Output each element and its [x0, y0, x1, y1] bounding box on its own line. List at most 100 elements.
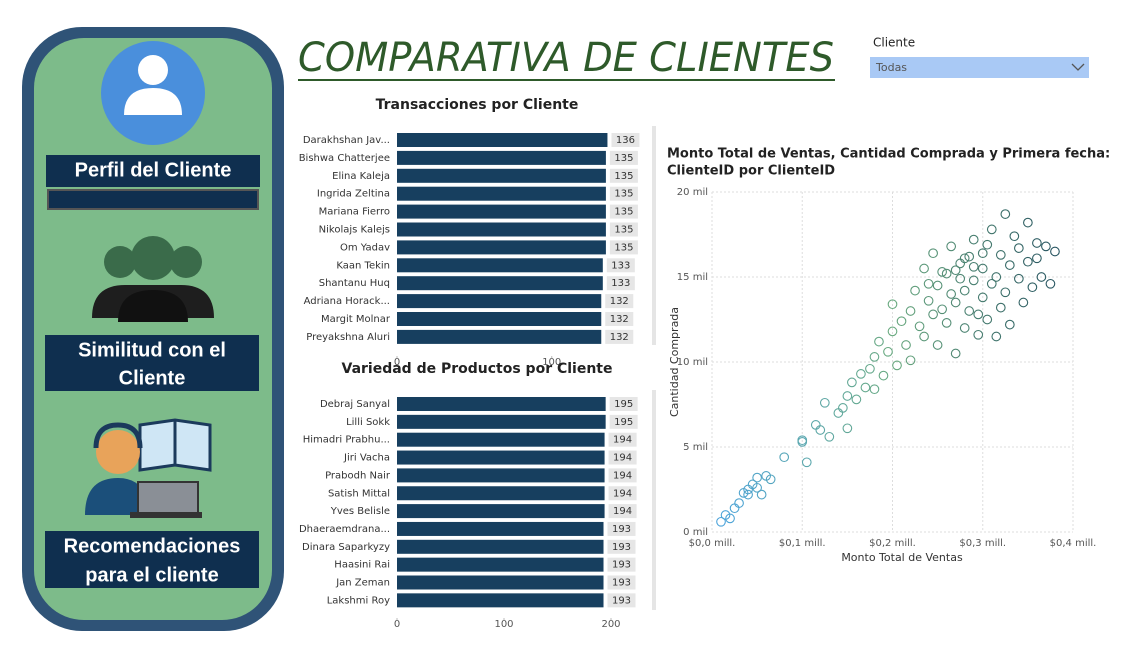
scatter-point [1023, 256, 1033, 267]
data-label: 132 [610, 314, 629, 325]
scatter-point [928, 309, 938, 320]
scatter-point [928, 248, 938, 259]
bar [397, 186, 606, 201]
bar [397, 486, 605, 501]
scatter-point [941, 318, 952, 328]
y-tick-label: Mariana Fierro [319, 207, 390, 218]
bar [397, 294, 602, 309]
button-bg[interactable] [46, 155, 260, 187]
scatter-point [887, 326, 898, 337]
scatter-point [901, 340, 911, 350]
data-label: 193 [612, 578, 631, 589]
button-label[interactable]: Perfil del Cliente [75, 159, 232, 181]
scatter-point [914, 321, 925, 332]
scatter-point [946, 289, 957, 299]
scatter-point [1013, 243, 1024, 253]
y-tick-label: Haasini Rai [334, 560, 390, 571]
scatter-point [1036, 272, 1047, 282]
label-bg [605, 329, 634, 344]
label-bg [609, 186, 638, 201]
dropdown-arrow[interactable] [1071, 63, 1085, 71]
scatter-point [955, 273, 966, 284]
label-bg [608, 432, 637, 447]
scatter-point [810, 420, 821, 430]
data-label: 193 [612, 595, 631, 606]
label-bg [607, 539, 636, 554]
scatter-point [725, 513, 735, 524]
scatter-point [716, 516, 726, 527]
scatter-point [995, 250, 1006, 260]
scatter-point [878, 370, 889, 381]
data-label: 135 [614, 242, 633, 253]
scatter-point [896, 316, 907, 327]
scatter-point [887, 299, 898, 310]
scatter-point [869, 352, 880, 362]
x-tick-label: 0 [394, 619, 400, 630]
y-tick-label: Preyakshna Aluri [306, 332, 390, 343]
label-bg [605, 312, 634, 326]
chart-title: Transacciones por Cliente [376, 97, 579, 113]
scatter-point [959, 253, 970, 264]
y-tick-label: Kaan Tekin [336, 260, 390, 271]
scatter-point [932, 280, 943, 291]
data-label: 132 [610, 332, 629, 343]
label-bg [607, 593, 636, 608]
bar [397, 521, 604, 536]
y-tick-label: Adriana Horack... [304, 296, 390, 307]
y-tick-label: Ingrida Zeltina [317, 189, 390, 200]
button-bg[interactable] [45, 531, 259, 588]
y-tick-label: Margit Molnar [321, 314, 391, 325]
bar [397, 168, 606, 183]
bar [397, 557, 604, 572]
bar [397, 450, 605, 465]
filter-dropdown[interactable] [870, 57, 1089, 78]
scatter-point [869, 384, 880, 395]
button-label[interactable]: Recomendaciones [64, 535, 241, 557]
scatter-point [842, 391, 853, 401]
scatter-point [968, 275, 979, 286]
bar [397, 575, 604, 590]
data-label: 194 [613, 453, 632, 464]
x-tick-label: $0,2 mill. [869, 538, 916, 549]
scatter-point [910, 285, 920, 296]
button-bg[interactable] [45, 335, 259, 391]
scatter-point [1045, 278, 1056, 289]
y-tick-label: Satish Mittal [328, 488, 390, 499]
button-label[interactable]: Cliente [119, 367, 186, 389]
button-label[interactable]: Similitud con el [78, 339, 226, 361]
data-label: 136 [616, 135, 635, 146]
data-label: 194 [613, 506, 632, 517]
bar [397, 432, 605, 447]
data-label: 133 [611, 260, 630, 271]
data-label: 135 [614, 153, 633, 164]
x-tick-label: $0,4 mill. [1050, 538, 1097, 549]
scatter-point [801, 457, 812, 468]
filter-value[interactable]: Todas [875, 61, 907, 74]
data-label: 135 [614, 207, 633, 218]
data-label: 193 [612, 524, 631, 535]
x-tick-label: 100 [494, 619, 513, 630]
bar [397, 204, 606, 219]
scatter-point [923, 278, 934, 289]
y-tick-label: Elina Kaleja [332, 171, 390, 182]
scatter-point [919, 263, 929, 274]
label-bg [608, 504, 637, 519]
chart-subtitle: ClienteID por ClienteID [667, 164, 835, 179]
data-label: 135 [614, 225, 633, 236]
filter-label: Cliente [873, 36, 915, 50]
label-bg [606, 276, 635, 291]
scatter-point [982, 314, 993, 325]
scatter-point [734, 498, 744, 508]
scatter-point [865, 363, 875, 374]
button-label[interactable]: para el cliente [85, 564, 218, 586]
y-tick-label: Shantanu Huq [319, 278, 390, 289]
label-bg [609, 397, 638, 411]
scatter-point [968, 261, 979, 272]
scatter-point [982, 239, 993, 250]
label-bg [609, 240, 638, 255]
x-tick-label: 0 [394, 357, 400, 368]
scatter-point [824, 431, 835, 442]
scatter-point [932, 340, 943, 350]
scatter-point [923, 295, 934, 306]
label-bg [611, 133, 640, 147]
